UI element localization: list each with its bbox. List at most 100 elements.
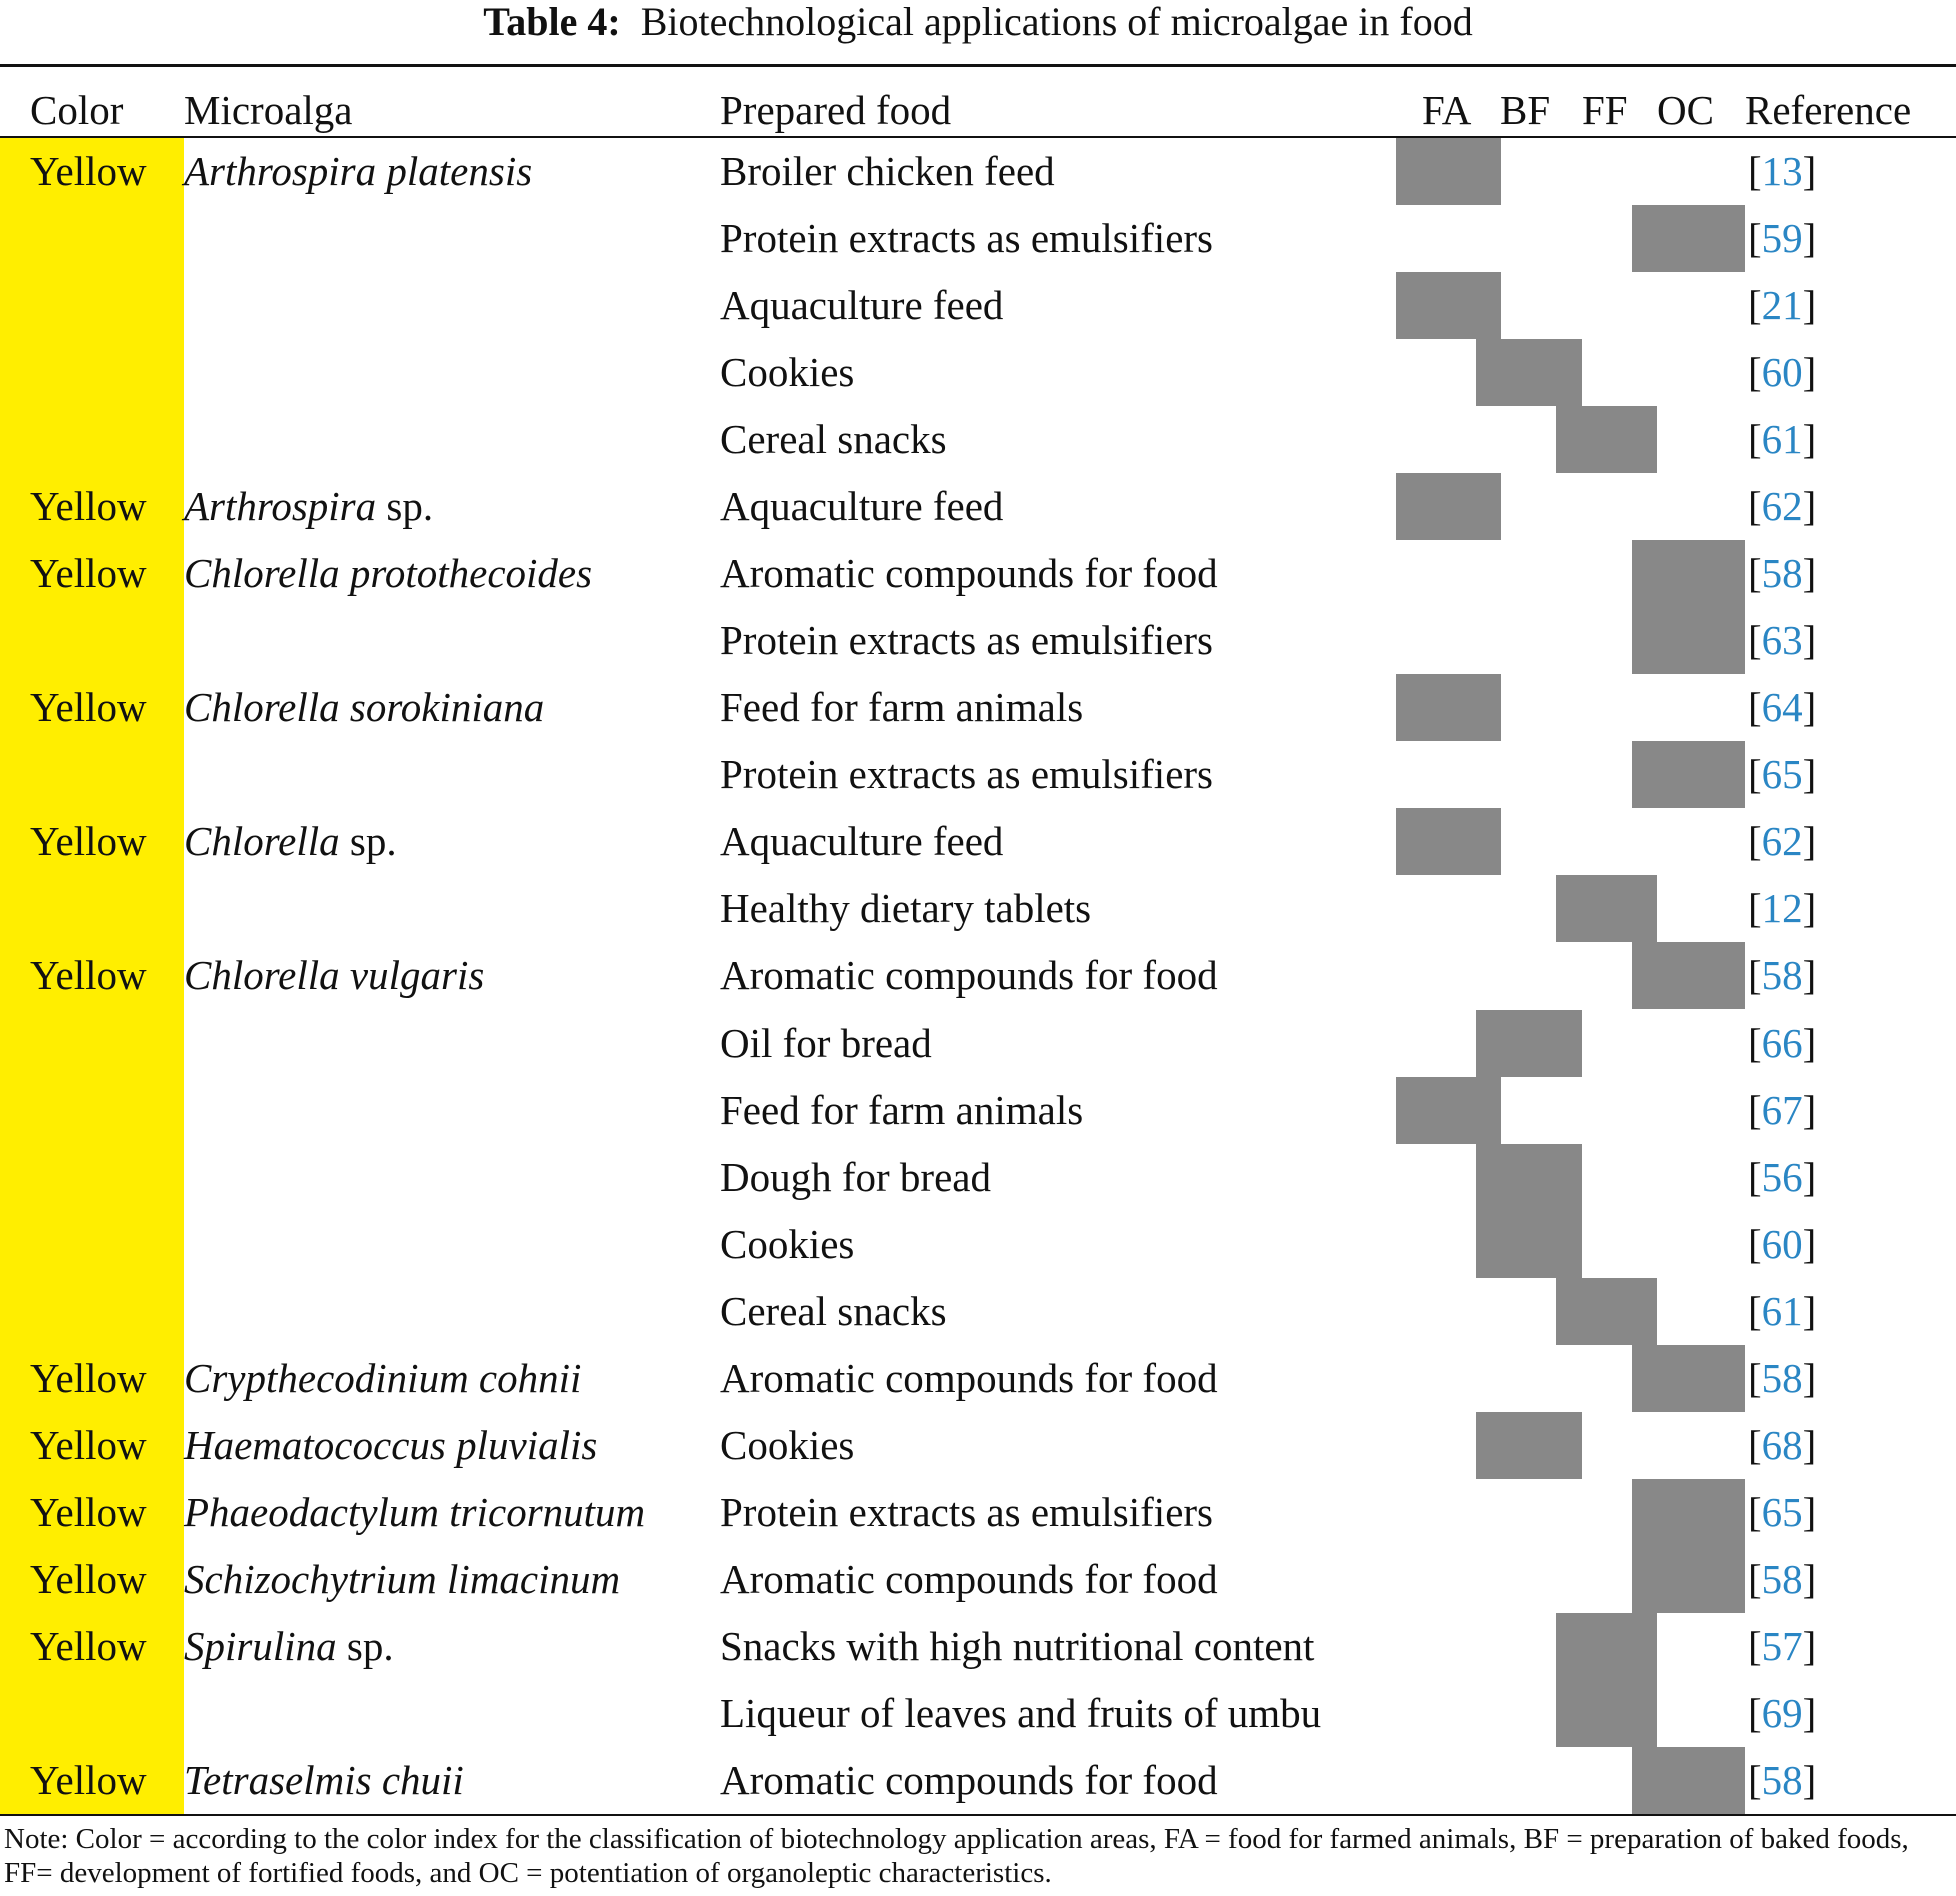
prepared-food-cell: Feed for farm animals (720, 684, 1084, 731)
category-mark-ff (1556, 1277, 1657, 1345)
reference-link[interactable]: 63 (1761, 617, 1803, 664)
reference-cell: [64] (1748, 674, 1816, 741)
reference-link[interactable]: 64 (1761, 684, 1803, 731)
category-mark-oc (1632, 540, 1745, 608)
microalga-cell: Haematococcus pluvialis (184, 1412, 597, 1479)
header-microalga: Microalga (184, 87, 353, 133)
category-mark-bf (1476, 1210, 1582, 1278)
color-cell: Yellow (30, 1354, 147, 1401)
table-row: Yellow Arthrospira platensis Broiler chick… (0, 138, 1956, 205)
reference-cell: [13] (1748, 138, 1816, 205)
reference-bracket-open: [ (1748, 1019, 1762, 1066)
reference-link[interactable]: 62 (1761, 483, 1803, 530)
reference-bracket-open: [ (1748, 282, 1762, 329)
table-row: Yellow Spirulina sp. Snacks with high nutr… (0, 1612, 1956, 1680)
reference-bracket-close: ] (1802, 1488, 1817, 1535)
microalga-name: Spirulina (184, 1622, 337, 1669)
table-row: Yellow Schizochytrium limacinum Aromatic c… (0, 1545, 1956, 1613)
reference-link[interactable]: 62 (1761, 818, 1803, 865)
header-color: Color (30, 87, 124, 133)
table-row: Dough for bread [56] (0, 1143, 1956, 1211)
reference-link[interactable]: 57 (1761, 1622, 1803, 1669)
reference-cell: [65] (1748, 1479, 1816, 1546)
microalga-cell: Chlorella protothecoides (184, 540, 592, 607)
header-fa: FA (1422, 87, 1472, 133)
reference-cell: [67] (1748, 1077, 1816, 1144)
reference-bracket-open: [ (1748, 349, 1762, 396)
reference-link[interactable]: 58 (1761, 550, 1803, 597)
microalga-cell: Chlorella sorokiniana (184, 674, 544, 741)
reference-bracket-close: ] (1802, 282, 1817, 329)
microalga-name: Crypthecodinium cohnii (184, 1354, 582, 1401)
reference-link[interactable]: 65 (1761, 1488, 1803, 1535)
table-row: Yellow Chlorella sp. Aquaculture feed [62] (0, 808, 1956, 876)
microalga-suffix: sp. (336, 1622, 394, 1669)
category-mark-fa (1396, 808, 1501, 876)
table-row: Cereal snacks [61] (0, 406, 1956, 474)
reference-link[interactable]: 60 (1761, 1220, 1803, 1267)
reference-cell: [12] (1748, 875, 1816, 942)
reference-cell: [60] (1748, 339, 1816, 406)
prepared-food-cell: Protein extracts as emulsifiers (720, 215, 1214, 262)
color-cell: Yellow (30, 1488, 147, 1535)
reference-link[interactable]: 12 (1761, 885, 1803, 932)
prepared-food-cell: Cookies (720, 349, 855, 396)
top-rule (0, 64, 1956, 67)
table-row: Yellow Haematococcus pluvialis Cookies [68] (0, 1411, 1956, 1479)
category-mark-bf (1476, 1143, 1582, 1211)
reference-bracket-open: [ (1748, 885, 1762, 932)
reference-link[interactable]: 59 (1761, 215, 1803, 262)
reference-bracket-close: ] (1802, 1153, 1817, 1200)
reference-link[interactable]: 65 (1761, 751, 1803, 798)
reference-link[interactable]: 58 (1761, 1555, 1803, 1602)
reference-link[interactable]: 60 (1761, 349, 1803, 396)
reference-link[interactable]: 66 (1761, 1019, 1803, 1066)
reference-cell: [59] (1748, 205, 1816, 272)
table-row: Yellow Tetraselmis chuii Aromatic compound… (0, 1746, 1956, 1814)
reference-bracket-open: [ (1748, 1220, 1762, 1267)
reference-link[interactable]: 68 (1761, 1421, 1803, 1468)
reference-bracket-close: ] (1802, 751, 1817, 798)
reference-link[interactable]: 69 (1761, 1689, 1803, 1736)
reference-link[interactable]: 67 (1761, 1086, 1803, 1133)
color-column-fill (0, 138, 184, 1814)
reference-bracket-open: [ (1748, 483, 1762, 530)
reference-link[interactable]: 58 (1761, 952, 1803, 999)
reference-link[interactable]: 61 (1761, 1287, 1803, 1334)
reference-bracket-open: [ (1748, 1555, 1762, 1602)
table-row: Yellow Chlorella vulgaris Aromatic compoun… (0, 942, 1956, 1010)
microalga-cell: Schizochytrium limacinum (184, 1546, 620, 1613)
reference-cell: [58] (1748, 1546, 1816, 1613)
reference-bracket-open: [ (1748, 1756, 1762, 1803)
microalga-cell: Phaeodactylum tricornutum (184, 1479, 645, 1546)
color-cell: Yellow (30, 550, 147, 597)
reference-bracket-open: [ (1748, 1287, 1762, 1334)
reference-link[interactable]: 56 (1761, 1153, 1803, 1200)
reference-link[interactable]: 21 (1761, 282, 1803, 329)
microalga-name: Arthrospira platensis (184, 148, 533, 194)
reference-bracket-open: [ (1748, 1622, 1762, 1669)
category-mark-bf (1476, 1009, 1582, 1077)
reference-bracket-close: ] (1802, 1555, 1817, 1602)
color-cell: Yellow (30, 148, 147, 194)
reference-bracket-open: [ (1748, 1354, 1762, 1401)
microalga-name: Schizochytrium limacinum (184, 1555, 621, 1602)
reference-link[interactable]: 58 (1761, 1756, 1803, 1803)
reference-bracket-close: ] (1802, 349, 1817, 396)
reference-bracket-open: [ (1748, 550, 1762, 597)
reference-link[interactable]: 58 (1761, 1354, 1803, 1401)
prepared-food-cell: Dough for bread (720, 1153, 991, 1200)
microalga-suffix: sp. (376, 483, 434, 530)
reference-cell: [57] (1748, 1613, 1816, 1680)
reference-bracket-open: [ (1748, 215, 1762, 262)
category-mark-ff (1556, 875, 1657, 943)
table-row: Yellow Chlorella sorokiniana Feed for farm… (0, 674, 1956, 742)
reference-bracket-close: ] (1802, 952, 1817, 999)
reference-cell: [62] (1748, 473, 1816, 540)
prepared-food-cell: Aquaculture feed (720, 818, 1004, 865)
reference-link[interactable]: 61 (1761, 416, 1803, 463)
header-rule (0, 136, 1956, 138)
category-mark-fa (1396, 674, 1501, 742)
reference-link[interactable]: 13 (1761, 148, 1803, 194)
table-row: Aquaculture feed [21] (0, 272, 1956, 340)
